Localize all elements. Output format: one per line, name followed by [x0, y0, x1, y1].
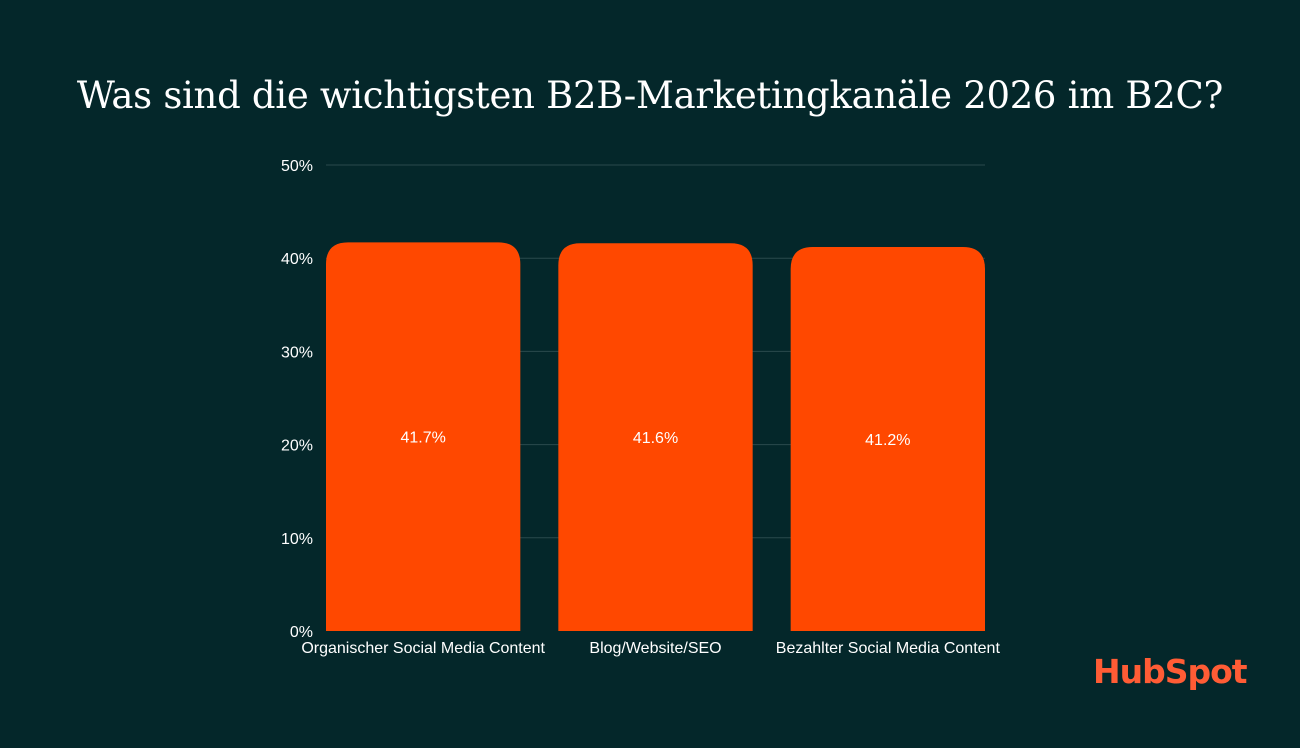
- chart-title: Was sind die wichtigsten B2B-Marketingka…: [76, 74, 1224, 117]
- bar: [558, 243, 753, 631]
- data-label: 41.6%: [633, 430, 678, 447]
- x-tick-label: Organischer Social Media Content: [301, 640, 545, 657]
- y-tick-label: 30%: [281, 344, 313, 361]
- bar: [790, 247, 985, 632]
- bar: [326, 242, 521, 631]
- hubspot-logo: HubSpot: [1093, 652, 1248, 691]
- y-tick-label: 0%: [290, 624, 313, 641]
- x-tick-label: Blog/Website/SEO: [589, 640, 721, 657]
- y-tick-label: 50%: [281, 158, 313, 175]
- y-tick-label: 10%: [281, 531, 313, 548]
- y-tick-label: 40%: [281, 251, 313, 268]
- x-tick-label: Bezahlter Social Media Content: [776, 640, 1001, 657]
- data-label: 41.2%: [865, 432, 910, 449]
- y-tick-label: 20%: [281, 438, 313, 455]
- data-label: 41.7%: [400, 430, 445, 447]
